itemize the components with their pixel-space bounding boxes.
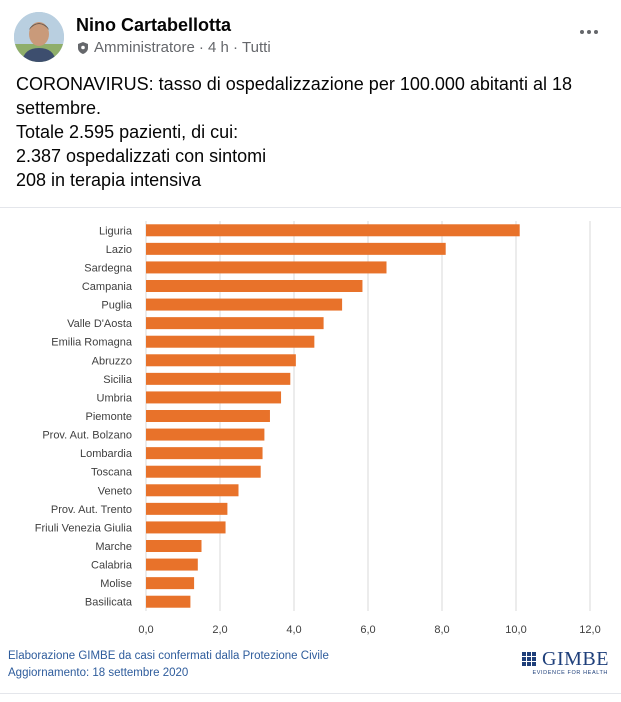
audience-label[interactable]: Tutti <box>242 39 271 56</box>
gimbe-logo-tagline: EVIDENCE FOR HEALTH <box>532 670 608 676</box>
bar <box>146 521 226 534</box>
post-header: Nino Cartabellotta Amministratore · 4 h … <box>14 12 607 62</box>
shield-icon <box>78 41 88 54</box>
gimbe-logo: GIMBE EVIDENCE FOR HEALTH <box>522 648 612 678</box>
avatar[interactable] <box>14 12 64 62</box>
category-label: Sardegna <box>84 262 133 274</box>
x-tick-label: 8,0 <box>434 624 449 636</box>
post-text-line: CORONAVIRUS: tasso di ospedalizzazione p… <box>16 74 577 118</box>
category-label: Sicilia <box>103 374 133 386</box>
more-horizontal-icon <box>594 30 598 34</box>
author-name[interactable]: Nino Cartabellotta <box>76 15 232 35</box>
more-horizontal-icon <box>587 30 591 34</box>
bar <box>146 484 239 497</box>
bar <box>146 335 315 348</box>
category-label: Friuli Venezia Giulia <box>35 522 133 534</box>
updated-text: Aggiornamento: 18 settembre 2020 <box>8 667 189 679</box>
category-label: Lazio <box>106 244 132 256</box>
post-text-line: Totale 2.595 pazienti, di cui: <box>16 122 239 142</box>
gimbe-logo-icon <box>522 652 536 666</box>
category-label: Toscana <box>91 467 133 479</box>
bar <box>146 261 387 274</box>
bar <box>146 280 363 292</box>
x-tick-label: 4,0 <box>286 624 301 636</box>
gimbe-logo-name: GIMBE <box>542 648 609 670</box>
category-label: Umbria <box>97 392 133 404</box>
avatar-image <box>14 12 64 62</box>
category-label: Prov. Aut. Bolzano <box>42 430 132 442</box>
category-label: Molise <box>100 578 132 590</box>
category-label: Liguria <box>99 225 133 237</box>
role-label: Amministratore <box>94 39 195 56</box>
bar <box>146 428 265 441</box>
x-tick-label: 2,0 <box>212 624 227 636</box>
category-label: Basilicata <box>85 597 133 609</box>
bar <box>146 242 446 255</box>
x-tick-label: 0,0 <box>138 624 153 636</box>
category-label: Abruzzo <box>92 355 132 367</box>
bar-chart: 0,0 2,0 4,0 6,0 8,0 10,0 12,0 Liguria Lazio Sarde… <box>35 221 601 636</box>
bar <box>146 577 195 590</box>
bar <box>146 224 520 237</box>
post-text-line: 2.387 ospedalizzati con sintomi <box>16 146 267 166</box>
category-label: Puglia <box>101 300 132 312</box>
category-label: Campania <box>82 281 133 293</box>
bar <box>146 354 296 367</box>
category-label: Prov. Aut. Trento <box>51 504 132 516</box>
category-label: Veneto <box>98 485 132 497</box>
bar <box>146 447 263 460</box>
category-label: Emilia Romagna <box>51 337 133 349</box>
x-tick-label: 10,0 <box>505 624 526 636</box>
category-label: Marche <box>95 541 132 553</box>
post-text: CORONAVIRUS: tasso di ospedalizzazione p… <box>16 72 606 192</box>
bar <box>146 372 291 385</box>
category-label: Piemonte <box>86 411 132 423</box>
bar <box>146 410 270 422</box>
bar <box>146 391 282 404</box>
category-label: Lombardia <box>80 448 133 460</box>
bar <box>146 502 228 515</box>
bar <box>146 298 343 311</box>
bar <box>146 317 324 330</box>
post-text-line: 208 in terapia intensiva <box>16 170 202 190</box>
chart-source-note: Elaborazione GIMBE da casi confermati da… <box>8 648 329 682</box>
bar <box>146 540 202 552</box>
category-label: Calabria <box>91 560 133 572</box>
bar <box>146 595 191 608</box>
divider <box>0 693 621 694</box>
more-horizontal-icon <box>580 30 584 34</box>
x-tick-label: 6,0 <box>360 624 375 636</box>
bar <box>146 465 261 478</box>
category-label: Valle D'Aosta <box>67 318 133 330</box>
post-time[interactable]: · 4 h · <box>198 39 239 56</box>
post-meta: Amministratore · 4 h · Tutti <box>76 39 271 56</box>
post-image-chart[interactable]: 0,0 2,0 4,0 6,0 8,0 10,0 12,0 Liguria Lazio Sarde… <box>0 207 621 690</box>
x-tick-label: 12,0 <box>579 624 600 636</box>
bar <box>146 558 198 571</box>
source-text: Elaborazione GIMBE da casi confermati da… <box>8 650 329 662</box>
more-options-button[interactable] <box>575 24 603 40</box>
